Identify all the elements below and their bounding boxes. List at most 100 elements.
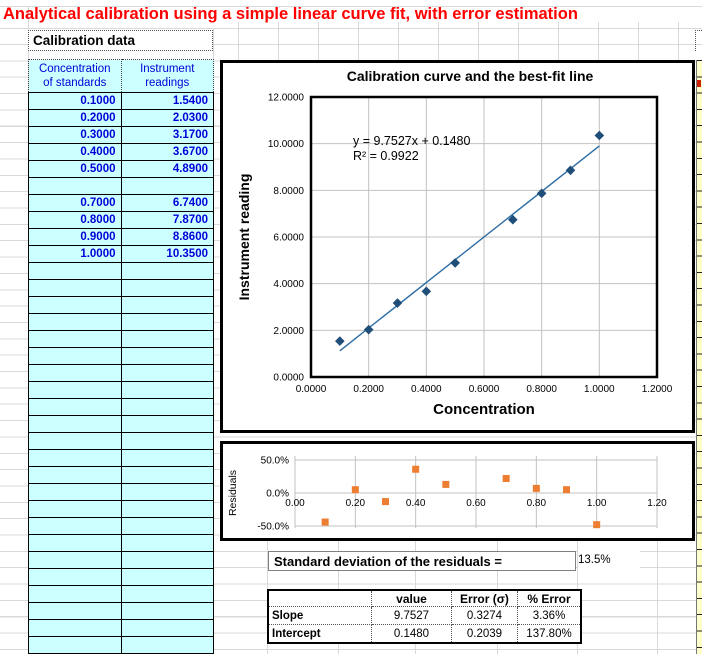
cell-reading[interactable] bbox=[120, 330, 214, 348]
svg-text:0.00: 0.00 bbox=[285, 498, 305, 509]
column-header-readings[interactable]: Instrument readings bbox=[120, 59, 214, 93]
residuals-chart[interactable]: 50.0% 0.0% -50.0% 0.00 0.20 0.40 0.60 0.80 1.00 1… bbox=[220, 441, 695, 541]
cell-concentration[interactable]: 0.7000 bbox=[28, 194, 122, 212]
sheet-title[interactable]: Analytical calibration using a simple li… bbox=[3, 5, 578, 23]
cell-concentration[interactable] bbox=[28, 279, 122, 297]
cell-reading[interactable] bbox=[120, 551, 214, 569]
cell-reading[interactable]: 2.0300 bbox=[120, 109, 214, 127]
cell-reading[interactable] bbox=[120, 415, 214, 433]
cell-reading[interactable] bbox=[120, 449, 214, 467]
cell-concentration[interactable]: 0.9000 bbox=[28, 228, 122, 246]
cell-reading[interactable]: 3.1700 bbox=[120, 126, 214, 144]
cell-concentration[interactable] bbox=[28, 262, 122, 280]
best-fit-line bbox=[339, 145, 600, 352]
cell-reading[interactable] bbox=[120, 381, 214, 399]
cell-concentration[interactable] bbox=[28, 602, 122, 620]
summary-header[interactable]: % Error bbox=[517, 589, 582, 607]
cell-reading[interactable] bbox=[120, 483, 214, 501]
cell-reading[interactable] bbox=[120, 500, 214, 518]
cell-reading[interactable] bbox=[120, 585, 214, 603]
cell-concentration[interactable] bbox=[28, 364, 122, 382]
cell-concentration[interactable] bbox=[28, 585, 122, 603]
cell-concentration[interactable] bbox=[28, 398, 122, 416]
stddev-label-box[interactable]: Standard deviation of the residuals = bbox=[268, 551, 576, 571]
summary-header[interactable]: Error (σ) bbox=[451, 589, 518, 607]
cell-reading[interactable] bbox=[120, 398, 214, 416]
summary-cell[interactable]: 9.7527 bbox=[371, 606, 452, 625]
cell-concentration[interactable] bbox=[28, 415, 122, 433]
cell-concentration[interactable] bbox=[28, 330, 122, 348]
cell-concentration[interactable] bbox=[28, 619, 122, 637]
svg-text:0.60: 0.60 bbox=[466, 498, 486, 509]
cell-concentration[interactable] bbox=[28, 483, 122, 501]
cell-reading[interactable] bbox=[120, 279, 214, 297]
cell-reading[interactable]: 7.8700 bbox=[120, 211, 214, 229]
cell-reading[interactable] bbox=[120, 364, 214, 382]
calibration-chart[interactable]: Calibration curve and the best-fit line 0… bbox=[220, 60, 695, 433]
cell-reading[interactable] bbox=[120, 636, 214, 654]
cell-reading[interactable] bbox=[120, 568, 214, 586]
stddev-value[interactable]: 13.5% bbox=[578, 548, 640, 572]
cell-reading[interactable]: 4.8900 bbox=[120, 160, 214, 178]
cell-concentration[interactable]: 0.4000 bbox=[28, 143, 122, 161]
cell-concentration[interactable] bbox=[28, 636, 122, 654]
cell-concentration[interactable] bbox=[28, 313, 122, 331]
cell-reading[interactable]: 6.7400 bbox=[120, 194, 214, 212]
calibration-data-label-box[interactable]: Calibration data bbox=[28, 30, 213, 51]
cell-concentration[interactable] bbox=[28, 517, 122, 535]
grid-column-line bbox=[518, 22, 519, 60]
square-marker bbox=[593, 521, 601, 529]
cell-concentration[interactable]: 0.3000 bbox=[28, 126, 122, 144]
summary-cell[interactable]: Slope bbox=[267, 606, 372, 625]
summary-header[interactable] bbox=[267, 589, 372, 607]
cell-concentration[interactable]: 1.0000 bbox=[28, 245, 122, 263]
cell-concentration[interactable]: 0.1000 bbox=[28, 92, 122, 110]
cell-concentration[interactable] bbox=[28, 347, 122, 365]
fit-equation: y = 9.7527x + 0.1480 bbox=[353, 134, 471, 148]
summary-cell[interactable]: Intercept bbox=[267, 624, 372, 644]
table-row: 1.0000 10.3500 bbox=[28, 245, 214, 263]
cell-concentration[interactable] bbox=[28, 568, 122, 586]
cell-reading[interactable] bbox=[120, 619, 214, 637]
cell-reading[interactable] bbox=[120, 296, 214, 314]
summary-cell[interactable]: 137.80% bbox=[517, 624, 582, 644]
cell-concentration[interactable]: 0.2000 bbox=[28, 109, 122, 127]
table-row bbox=[28, 415, 214, 433]
cell-concentration[interactable] bbox=[28, 296, 122, 314]
cell-concentration[interactable] bbox=[28, 466, 122, 484]
cell-reading[interactable] bbox=[120, 602, 214, 620]
cell-reading[interactable]: 3.6700 bbox=[120, 143, 214, 161]
cell-concentration[interactable] bbox=[28, 177, 122, 195]
cell-reading[interactable] bbox=[120, 347, 214, 365]
summary-cell[interactable]: 3.36% bbox=[517, 606, 582, 625]
cell-concentration[interactable] bbox=[28, 551, 122, 569]
column-header-concentration[interactable]: Concentration of standards bbox=[28, 59, 122, 93]
cell-reading[interactable] bbox=[120, 262, 214, 280]
cell-concentration[interactable] bbox=[28, 534, 122, 552]
cell-reading[interactable] bbox=[120, 432, 214, 450]
cell-reading[interactable]: 10.3500 bbox=[120, 245, 214, 263]
cell-reading[interactable] bbox=[120, 466, 214, 484]
cell-reading[interactable] bbox=[120, 313, 214, 331]
summary-cell[interactable]: 0.3274 bbox=[451, 606, 518, 625]
summary-cell[interactable]: 0.1480 bbox=[371, 624, 452, 644]
grid-row-line bbox=[0, 6, 702, 7]
cell-reading[interactable]: 8.8600 bbox=[120, 228, 214, 246]
summary-cell[interactable]: 0.2039 bbox=[451, 624, 518, 644]
calibration-data-label: Calibration data bbox=[33, 33, 136, 48]
cell-concentration[interactable] bbox=[28, 381, 122, 399]
cell-reading[interactable]: 1.5400 bbox=[120, 92, 214, 110]
table-row bbox=[28, 381, 214, 399]
cell-concentration[interactable] bbox=[28, 449, 122, 467]
cell-reading[interactable] bbox=[120, 177, 214, 195]
cell-concentration[interactable] bbox=[28, 500, 122, 518]
cell-concentration[interactable]: 0.8000 bbox=[28, 211, 122, 229]
svg-text:1.2000: 1.2000 bbox=[642, 384, 673, 395]
cell-reading[interactable] bbox=[120, 534, 214, 552]
summary-header[interactable]: value bbox=[371, 589, 452, 607]
cell-concentration[interactable]: 0.5000 bbox=[28, 160, 122, 178]
cell-concentration[interactable] bbox=[28, 432, 122, 450]
table-row bbox=[28, 364, 214, 382]
cell-reading[interactable] bbox=[120, 517, 214, 535]
svg-text:1.00: 1.00 bbox=[587, 498, 607, 509]
